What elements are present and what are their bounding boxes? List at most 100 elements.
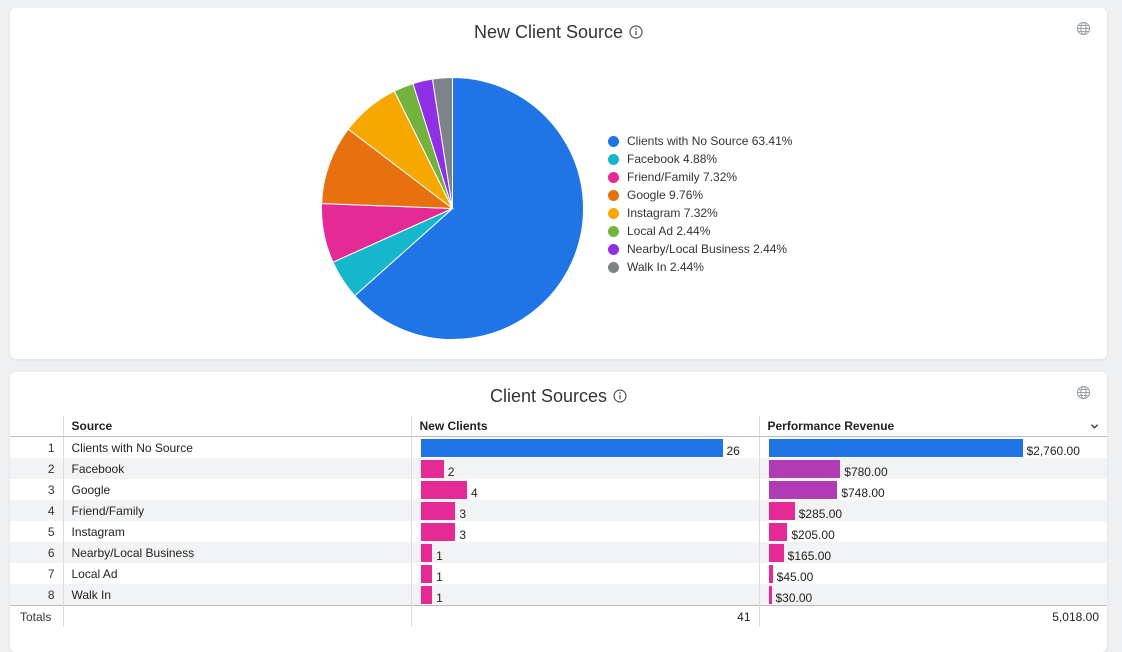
table-row[interactable]: 4 Friend/Family 3 $285.00: [10, 500, 1107, 521]
source-cell: Friend/Family: [62, 500, 411, 521]
revenue-bar-wrap: $285.00: [760, 500, 1108, 521]
new-clients-cell: 1: [410, 542, 759, 563]
source-cell: Walk In: [62, 584, 411, 606]
performance-revenue-label: Performance Revenue: [767, 419, 895, 433]
new-clients-value: 2: [447, 464, 455, 479]
revenue-bar: [768, 480, 838, 499]
revenue-value: $780.00: [844, 464, 888, 479]
legend-label: Instagram 7.32%: [627, 206, 718, 220]
source-cell: Local Ad: [62, 563, 411, 584]
legend-item[interactable]: Google 9.76%: [608, 186, 792, 204]
new-clients-column-header[interactable]: New Clients: [410, 416, 759, 437]
legend-swatch: [608, 261, 619, 273]
new-clients-bar: [420, 438, 723, 457]
table-row[interactable]: 1 Clients with No Source 26 $2,760.00: [10, 436, 1107, 458]
globe-icon[interactable]: [1076, 385, 1091, 400]
new-clients-cell: 3: [410, 500, 759, 521]
legend-label: Facebook 4.88%: [627, 152, 718, 166]
revenue-bar: [768, 438, 1023, 457]
new-clients-bar: [420, 522, 456, 541]
table-title: Client Sources: [10, 385, 1107, 407]
new-clients-bar: [420, 459, 444, 478]
revenue-cell: $748.00: [758, 479, 1107, 500]
table-row[interactable]: 5 Instagram 3 $205.00: [10, 521, 1107, 542]
new-clients-bar-wrap: 2: [412, 458, 759, 479]
revenue-cell: $2,760.00: [758, 436, 1107, 458]
pie-slice-clients-with-no-source[interactable]: [354, 76, 584, 340]
legend-label: Nearby/Local Business 2.44%: [627, 242, 788, 256]
new-clients-value: 1: [436, 590, 443, 605]
table-row[interactable]: 3 Google 4 $748.00: [10, 479, 1107, 500]
legend-item[interactable]: Clients with No Source 63.41%: [608, 132, 792, 150]
table-row[interactable]: 8 Walk In 1 $30.00: [10, 584, 1107, 606]
pie-slice-walk-in[interactable]: [431, 76, 453, 209]
row-index: 2: [10, 458, 63, 479]
source-cell: Instagram: [62, 521, 411, 542]
revenue-cell: $45.00: [758, 563, 1107, 584]
legend-item[interactable]: Facebook 4.88%: [608, 150, 792, 168]
new-clients-bar-wrap: 3: [412, 500, 759, 521]
new-clients-bar: [420, 585, 433, 604]
revenue-cell: $165.00: [758, 542, 1107, 563]
revenue-bar: [768, 501, 795, 520]
revenue-value: $45.00: [776, 569, 814, 584]
legend-swatch: [608, 135, 619, 147]
new-clients-value: 1: [436, 569, 443, 584]
totals-source-cell: [62, 605, 411, 627]
legend-item[interactable]: Walk In 2.44%: [608, 258, 792, 276]
row-index: 5: [47, 524, 55, 539]
new-clients-cell: 3: [410, 521, 759, 542]
new-client-source-card: New Client Source Clients with No Source…: [10, 8, 1107, 359]
legend-swatch: [608, 243, 619, 255]
revenue-bar: [768, 543, 784, 562]
new-clients-value: 4: [470, 485, 478, 500]
new-clients-value: 3: [459, 527, 467, 542]
revenue-value: $165.00: [787, 548, 832, 563]
new-clients-cell: 26: [410, 436, 759, 458]
pie-chart: [315, 71, 590, 346]
row-index: 4: [10, 500, 63, 521]
table-row[interactable]: 7 Local Ad 1 $45.00: [10, 563, 1107, 584]
chart-title: New Client Source: [10, 21, 1107, 43]
table-row[interactable]: 6 Nearby/Local Business 1 $165.00: [10, 542, 1107, 563]
pie-slice-google[interactable]: [321, 128, 455, 210]
legend-item[interactable]: Local Ad 2.44%: [608, 222, 792, 240]
totals-row: Totals 41 5,018.00: [10, 605, 1107, 627]
revenue-value: $2,760.00: [1026, 443, 1080, 458]
revenue-bar-wrap: $30.00: [760, 584, 1108, 605]
new-clients-value: 26: [726, 443, 740, 458]
revenue-bar: [768, 564, 773, 583]
new-clients-bar-wrap: 1: [412, 542, 759, 563]
table-header-row: Source New Clients Performance Revenue: [10, 416, 1107, 437]
new-clients-bar-wrap: 1: [412, 563, 759, 584]
new-clients-bar: [420, 543, 433, 562]
row-index: 6: [10, 542, 63, 563]
legend-item[interactable]: Nearby/Local Business 2.44%: [608, 240, 792, 258]
client-sources-table: Source New Clients Performance Revenue 1…: [10, 416, 1107, 627]
client-sources-card: Client Sources Source New Clients Perfor…: [10, 372, 1107, 652]
new-clients-bar: [420, 564, 433, 583]
legend-item[interactable]: Friend/Family 7.32%: [608, 168, 792, 186]
table-row[interactable]: 2 Facebook 2 $780.00: [10, 458, 1107, 479]
globe-icon[interactable]: [1076, 21, 1091, 36]
legend-label: Clients with No Source 63.41%: [627, 134, 793, 148]
new-clients-cell: 2: [410, 458, 759, 479]
revenue-bar-wrap: $780.00: [760, 458, 1108, 479]
revenue-value: $748.00: [841, 485, 885, 500]
performance-revenue-column-header[interactable]: Performance Revenue: [758, 416, 1107, 437]
revenue-bar-wrap: $205.00: [760, 521, 1108, 542]
new-clients-cell: 1: [410, 584, 759, 606]
row-index: 3: [47, 482, 55, 497]
info-icon[interactable]: [613, 389, 627, 403]
row-index: 8: [10, 584, 63, 606]
legend-item[interactable]: Instagram 7.32%: [608, 204, 792, 222]
index-header: [10, 416, 63, 437]
chevron-down-icon[interactable]: [1090, 422, 1099, 431]
info-icon[interactable]: [629, 25, 643, 39]
revenue-bar: [768, 585, 772, 604]
source-cell: Nearby/Local Business: [62, 542, 411, 563]
legend-swatch: [608, 153, 619, 165]
source-column-header[interactable]: Source: [62, 416, 411, 437]
revenue-bar: [768, 522, 788, 541]
source-cell: Google: [62, 479, 411, 500]
